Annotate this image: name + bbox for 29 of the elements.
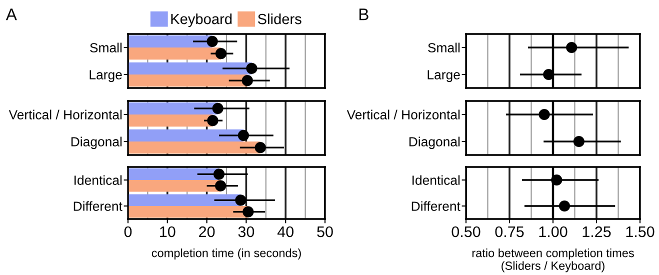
y-tick-label: Diagonal <box>409 136 460 150</box>
y-tick-label: Different <box>412 201 460 211</box>
legend-label: Keyboard <box>171 13 232 28</box>
legend-label: Sliders <box>258 13 302 24</box>
x-tick-label: 1.50 <box>626 226 654 238</box>
x-tick-label: 1.25 <box>582 226 611 238</box>
x-axis-title: completion time (in seconds) <box>152 248 301 260</box>
y-tick-label: Small <box>428 42 460 52</box>
x-tick-label: 0 <box>124 226 132 238</box>
y-tick-label: Diagonal <box>71 136 122 150</box>
y-tick-label: Small <box>90 42 122 52</box>
x-tick-label: 0.50 <box>452 226 480 238</box>
x-tick-label: 50 <box>317 226 333 238</box>
chart-title: A <box>6 8 17 20</box>
x-tick-label: 20 <box>199 226 215 238</box>
x-tick-label: 10 <box>160 226 176 238</box>
y-tick-label: Large <box>428 70 460 82</box>
y-tick-label: Vertical / Horizontal <box>346 110 460 120</box>
y-tick-label: Large <box>90 70 122 82</box>
y-tick-label: Identical <box>412 175 460 185</box>
y-tick-label: Vertical / Horizontal <box>8 110 122 120</box>
x-tick-label: 40 <box>277 226 294 238</box>
x-tick-label: 30 <box>238 226 254 238</box>
x-tick-label: 1.00 <box>539 226 568 238</box>
y-tick-label: Different <box>74 201 122 211</box>
y-tick-label: Identical <box>74 175 122 185</box>
x-axis-title: ratio between completion times (Sliders / Keyboard) <box>472 248 634 272</box>
chart-title: B <box>359 8 368 20</box>
x-tick-label: 0.75 <box>495 226 524 238</box>
